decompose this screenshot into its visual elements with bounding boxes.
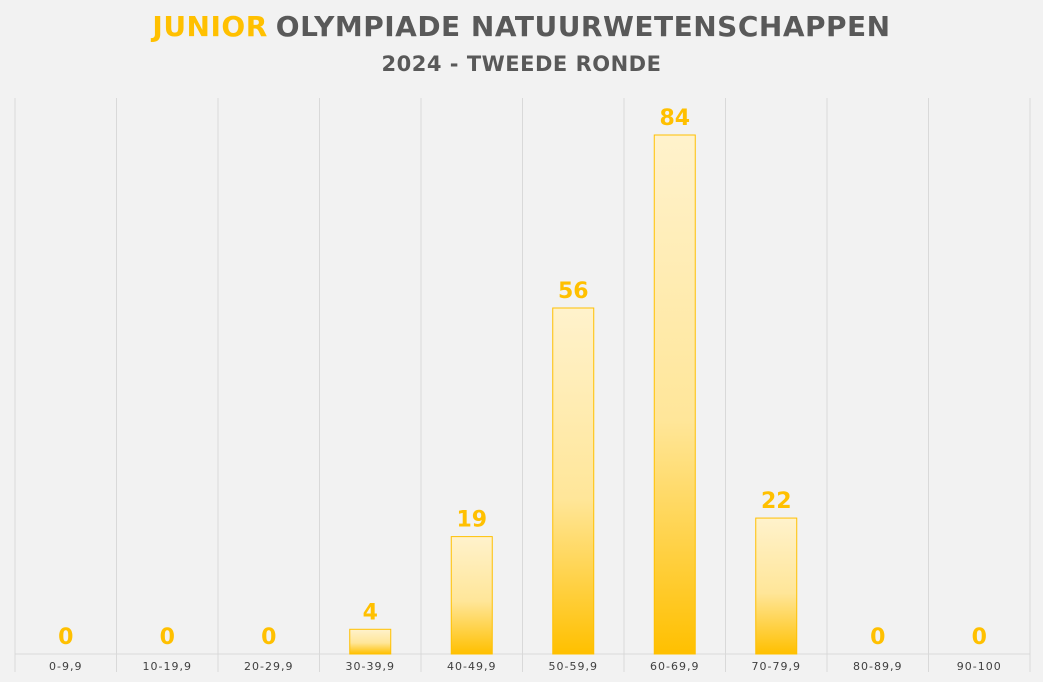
grid [14,98,1031,672]
data-label-0: 0 [58,625,73,650]
x-tick-label-1: 10-19,9 [143,660,192,673]
bar-4 [450,536,493,655]
x-tick-label-0: 0-9,9 [49,660,82,673]
data-label-2: 0 [261,625,276,650]
x-tick-label-4: 40-49,9 [447,660,496,673]
data-labels: 0 0 0 4 19 56 84 22 0 0 [58,106,987,650]
x-tick-label-3: 30-39,9 [346,660,395,673]
chart-subtitle: 2024 - TWEEDE RONDE [381,52,662,76]
chart-title: JUNIOR OLYMPIADE NATUURWETENSCHAPPEN [0,10,1043,43]
data-label-7: 22 [761,489,792,514]
x-tick-label-7: 70-79,9 [752,660,801,673]
bar-7 [755,517,798,655]
data-label-8: 0 [870,625,885,650]
x-axis-ticks: 0-9,9 10-19,9 20-29,9 30-39,9 40-49,9 50-59,9… [49,660,1002,673]
data-label-9: 0 [972,625,987,650]
bar-3 [349,628,392,655]
data-label-1: 0 [160,625,175,650]
bars [349,134,798,655]
chart-title-main: OLYMPIADE NATUURWETENSCHAPPEN [275,10,891,43]
x-tick-label-2: 20-29,9 [244,660,293,673]
data-label-3: 4 [363,600,378,625]
x-tick-label-8: 80-89,9 [853,660,902,673]
data-label-4: 19 [456,508,487,533]
chart-title-accent: JUNIOR [152,10,268,43]
data-label-6: 84 [659,106,690,131]
x-tick-label-5: 50-59,9 [549,660,598,673]
bar-6 [653,134,696,655]
x-tick-label-6: 60-69,9 [650,660,699,673]
data-label-5: 56 [558,279,589,304]
bar-5 [552,307,595,655]
x-tick-label-9: 90-100 [957,660,1002,673]
